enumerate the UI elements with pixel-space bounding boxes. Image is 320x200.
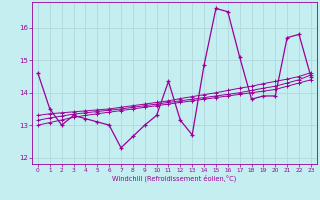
- X-axis label: Windchill (Refroidissement éolien,°C): Windchill (Refroidissement éolien,°C): [112, 175, 236, 182]
